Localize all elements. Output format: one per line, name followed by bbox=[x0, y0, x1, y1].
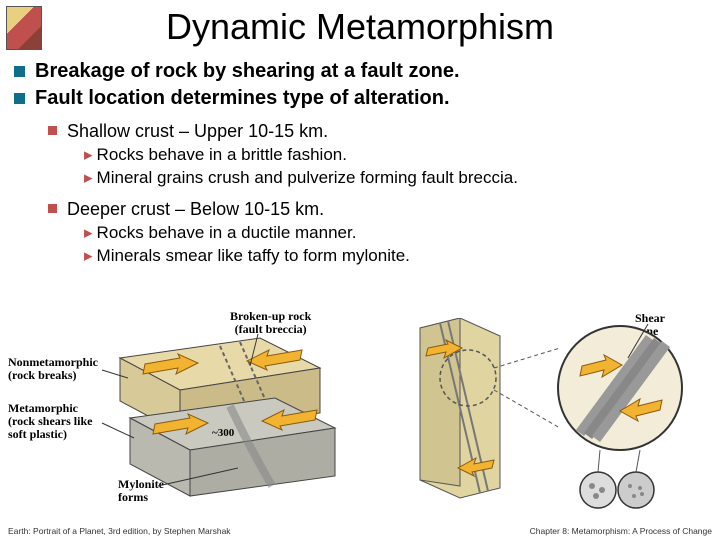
slide-body: Breakage of rock by shearing at a fault … bbox=[0, 58, 720, 268]
square-bullet-small-icon bbox=[48, 204, 57, 213]
corner-logo bbox=[6, 6, 42, 50]
bullet-2: Fault location determines type of altera… bbox=[14, 85, 710, 112]
footer-right: Chapter 8: Metamorphism: A Process of Ch… bbox=[530, 526, 712, 536]
bullet-2b1: ▸ Rocks behave in a ductile manner. bbox=[84, 222, 710, 245]
bullet-2b1-text: Rocks behave in a ductile manner. bbox=[97, 222, 357, 245]
bullet-2a2: ▸ Mineral grains crush and pulverize for… bbox=[84, 167, 710, 190]
bullet-2b: Deeper crust – Below 10-15 km. bbox=[48, 196, 710, 222]
arrow-bullet-icon: ▸ bbox=[84, 144, 93, 167]
square-bullet-icon bbox=[14, 66, 25, 77]
bullet-2a: Shallow crust – Upper 10-15 km. bbox=[48, 118, 710, 144]
diagram-svg: ~300 bbox=[0, 318, 720, 518]
footer-left: Earth: Portrait of a Planet, 3rd edition… bbox=[8, 526, 231, 536]
bullet-1: Breakage of rock by shearing at a fault … bbox=[14, 58, 710, 85]
bullet-2-text: Fault location determines type of altera… bbox=[35, 85, 450, 112]
square-bullet-small-icon bbox=[48, 126, 57, 135]
square-bullet-icon bbox=[14, 93, 25, 104]
bullet-1-text: Breakage of rock by shearing at a fault … bbox=[35, 58, 460, 85]
arrow-bullet-icon: ▸ bbox=[84, 245, 93, 268]
bullet-2b2: ▸ Minerals smear like taffy to form mylo… bbox=[84, 245, 710, 268]
bullet-2a1-text: Rocks behave in a brittle fashion. bbox=[97, 144, 347, 167]
bullet-2a1: ▸ Rocks behave in a brittle fashion. bbox=[84, 144, 710, 167]
svg-text:~300: ~300 bbox=[212, 427, 235, 439]
bullet-2b-text: Deeper crust – Below 10-15 km. bbox=[67, 196, 324, 222]
bullet-2b2-text: Minerals smear like taffy to form myloni… bbox=[97, 245, 410, 268]
arrow-bullet-icon: ▸ bbox=[84, 167, 93, 190]
diagram: Broken-up rock(fault breccia) Nonmetamor… bbox=[0, 318, 720, 518]
bullet-2a-text: Shallow crust – Upper 10-15 km. bbox=[67, 118, 328, 144]
arrow-bullet-icon: ▸ bbox=[84, 222, 93, 245]
bullet-2a2-text: Mineral grains crush and pulverize formi… bbox=[97, 167, 518, 190]
slide-title: Dynamic Metamorphism bbox=[0, 0, 720, 58]
